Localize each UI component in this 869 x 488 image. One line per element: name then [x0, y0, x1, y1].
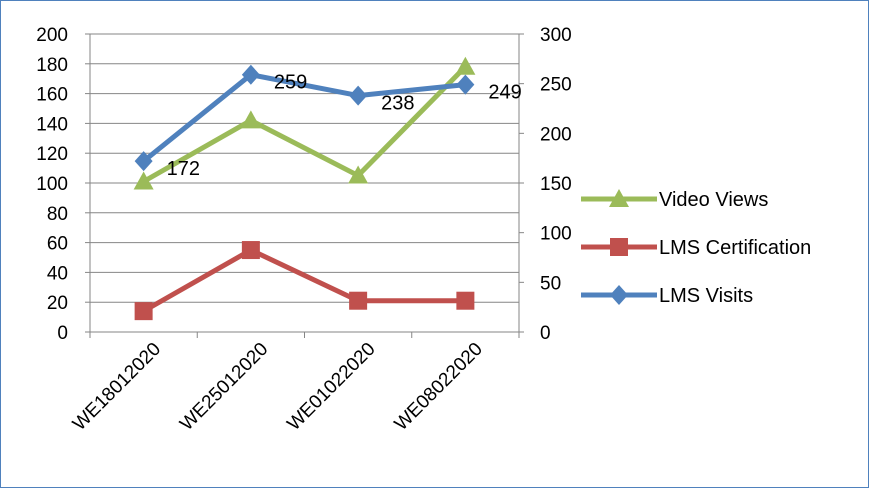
right-tick-label: 100 — [540, 224, 572, 245]
right-tick-label: 200 — [540, 124, 572, 145]
left-tick-label: 40 — [47, 263, 68, 284]
marker-triangle — [240, 110, 261, 129]
data-label: 249 — [488, 82, 521, 104]
series-line — [142, 65, 468, 184]
left-tick-label: 80 — [47, 204, 68, 225]
legend-label: LMS Certification — [659, 237, 811, 259]
marker-diamond — [349, 85, 368, 106]
left-tick-label: 140 — [36, 114, 68, 135]
marker-square — [134, 302, 153, 321]
left-tick-label: 200 — [36, 25, 68, 46]
marker-diamond — [456, 74, 475, 95]
left-tick-label: 160 — [36, 85, 68, 106]
left-tick-label: 120 — [36, 144, 68, 165]
marker-square — [456, 291, 475, 310]
data-label: 238 — [381, 93, 414, 115]
left-axis-ticks: 0 20 40 60 80 100 120 140 160 180 200 — [36, 25, 68, 344]
category-labels: WE18012020 WE25012020 WE01022020 WE08022020 — [69, 339, 487, 435]
marker-diamond — [134, 151, 153, 172]
series-lines — [133, 56, 476, 321]
right-tick-label: 0 — [540, 323, 551, 344]
marker-triangle — [455, 56, 476, 75]
marker-square — [349, 291, 368, 310]
axes — [85, 33, 524, 338]
data-labels: 172 259 238 249 — [167, 72, 522, 180]
marker-diamond — [610, 285, 628, 305]
marker-square — [241, 241, 260, 260]
right-tick-label: 150 — [540, 174, 572, 195]
legend-label: Video Views — [659, 189, 768, 211]
right-axis-ticks: 0 50 100 150 200 250 300 — [540, 25, 572, 344]
category-label: WE18012020 — [69, 339, 165, 435]
marker-triangle — [348, 165, 369, 184]
data-label: 172 — [167, 158, 200, 180]
data-label: 259 — [274, 72, 307, 94]
marker-triangle — [609, 189, 629, 207]
series-line — [142, 247, 466, 314]
category-label: WE01022020 — [283, 339, 379, 435]
marker-triangle — [133, 171, 154, 190]
legend-label: LMS Visits — [659, 285, 753, 307]
left-tick-label: 60 — [47, 234, 68, 255]
marker-square — [610, 238, 628, 256]
category-label: WE08022020 — [391, 339, 487, 435]
legend: Video Views LMS Certification LMS Visits — [581, 189, 811, 307]
left-tick-label: 0 — [57, 323, 68, 344]
left-tick-label: 100 — [36, 174, 68, 195]
right-tick-label: 300 — [540, 25, 572, 46]
left-tick-label: 20 — [47, 293, 68, 314]
right-tick-label: 50 — [540, 273, 561, 294]
left-tick-label: 180 — [36, 55, 68, 76]
category-label: WE25012020 — [176, 339, 272, 435]
marker-diamond — [241, 64, 260, 85]
series-line — [142, 72, 466, 164]
right-tick-label: 250 — [540, 75, 572, 96]
